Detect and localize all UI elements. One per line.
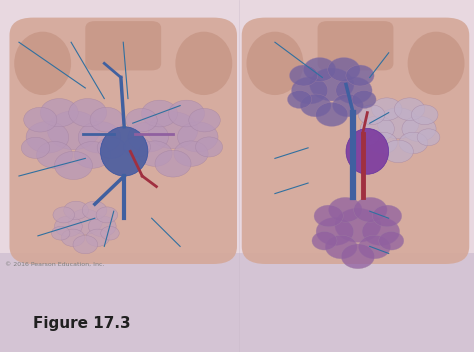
Circle shape	[314, 205, 343, 227]
Circle shape	[97, 137, 126, 158]
Circle shape	[47, 111, 100, 150]
Circle shape	[40, 99, 78, 127]
Circle shape	[287, 90, 311, 108]
Circle shape	[174, 141, 208, 166]
Circle shape	[394, 98, 425, 120]
Circle shape	[168, 100, 204, 127]
Circle shape	[53, 207, 74, 223]
Circle shape	[61, 229, 85, 246]
Circle shape	[123, 137, 150, 157]
Circle shape	[335, 208, 381, 242]
Ellipse shape	[100, 127, 148, 176]
Circle shape	[310, 68, 354, 101]
Circle shape	[141, 100, 178, 127]
Circle shape	[292, 77, 328, 104]
Ellipse shape	[246, 32, 303, 95]
Circle shape	[138, 141, 172, 166]
FancyBboxPatch shape	[85, 21, 161, 70]
FancyBboxPatch shape	[242, 18, 469, 264]
Text: © 2016 Pearson Education, Inc.: © 2016 Pearson Education, Inc.	[5, 262, 104, 267]
Circle shape	[372, 98, 402, 120]
Circle shape	[362, 218, 400, 245]
Circle shape	[379, 232, 404, 250]
Circle shape	[383, 140, 413, 163]
Circle shape	[377, 108, 419, 139]
Circle shape	[352, 90, 376, 108]
Circle shape	[74, 142, 110, 168]
Circle shape	[301, 94, 331, 117]
Circle shape	[328, 197, 362, 222]
Circle shape	[417, 129, 440, 146]
Ellipse shape	[346, 128, 389, 174]
Circle shape	[69, 99, 107, 127]
Circle shape	[128, 122, 168, 152]
Circle shape	[341, 244, 374, 269]
Circle shape	[354, 197, 387, 222]
Circle shape	[26, 121, 69, 153]
Circle shape	[64, 201, 88, 220]
FancyBboxPatch shape	[9, 18, 237, 264]
Circle shape	[36, 142, 73, 168]
Circle shape	[411, 105, 438, 125]
FancyBboxPatch shape	[318, 21, 393, 70]
Circle shape	[78, 121, 121, 153]
Circle shape	[100, 226, 119, 240]
Circle shape	[402, 116, 436, 142]
Circle shape	[126, 108, 157, 132]
Ellipse shape	[408, 32, 465, 95]
Circle shape	[316, 218, 354, 245]
Ellipse shape	[14, 32, 71, 95]
Circle shape	[155, 150, 191, 177]
Circle shape	[346, 65, 374, 86]
Circle shape	[358, 105, 385, 125]
Circle shape	[399, 132, 428, 153]
Circle shape	[82, 201, 107, 220]
Ellipse shape	[175, 32, 232, 95]
Circle shape	[51, 226, 70, 240]
Circle shape	[328, 57, 360, 82]
Circle shape	[373, 205, 401, 227]
Circle shape	[148, 112, 198, 149]
Circle shape	[177, 122, 218, 152]
Circle shape	[369, 132, 397, 153]
Circle shape	[88, 216, 116, 237]
FancyBboxPatch shape	[0, 253, 474, 352]
Circle shape	[325, 235, 357, 259]
Circle shape	[304, 57, 336, 82]
Circle shape	[195, 137, 222, 157]
Circle shape	[336, 77, 372, 104]
Circle shape	[96, 207, 118, 223]
Circle shape	[86, 229, 109, 246]
Circle shape	[356, 129, 379, 146]
Circle shape	[55, 151, 92, 180]
Circle shape	[73, 235, 98, 254]
Text: Figure 17.3: Figure 17.3	[33, 316, 131, 331]
Circle shape	[24, 107, 57, 132]
Circle shape	[90, 107, 123, 132]
Circle shape	[360, 116, 394, 142]
Circle shape	[21, 137, 50, 158]
Circle shape	[55, 216, 82, 237]
Circle shape	[68, 209, 102, 234]
Circle shape	[290, 65, 318, 86]
Circle shape	[359, 235, 391, 259]
Circle shape	[333, 94, 363, 117]
Circle shape	[312, 232, 337, 250]
Circle shape	[189, 108, 220, 132]
Circle shape	[316, 102, 348, 126]
